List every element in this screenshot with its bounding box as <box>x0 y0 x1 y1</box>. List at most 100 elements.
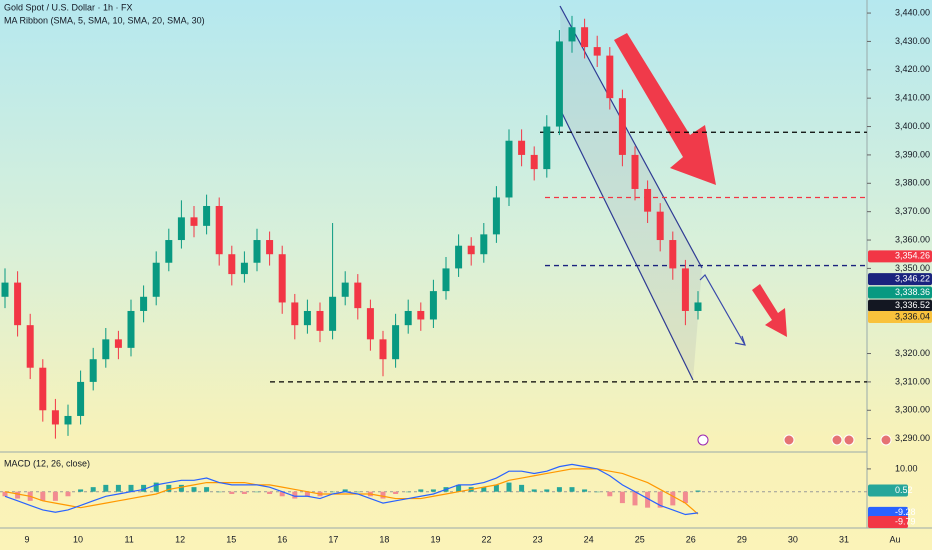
histogram-bar <box>216 491 222 493</box>
y-tick-label: 3,430.00 <box>895 36 930 46</box>
histogram-bar <box>267 491 273 494</box>
indicator-legend: MA Ribbon (SMA, 5, SMA, 10, SMA, 20, SMA… <box>4 15 205 25</box>
histogram-bar <box>695 490 701 492</box>
candle-body <box>467 245 475 255</box>
x-tick-label: 29 <box>737 534 747 544</box>
candle-body <box>51 410 59 425</box>
y-tick-label: 3,290.00 <box>895 433 930 443</box>
macd-tag <box>868 484 908 497</box>
histogram-bar <box>241 491 247 494</box>
candle-body <box>291 302 299 326</box>
y-tick-label: 3,320.00 <box>895 348 930 358</box>
histogram-bar <box>556 487 562 492</box>
candle-body <box>568 27 576 42</box>
candle-body <box>140 296 148 311</box>
histogram-bar <box>65 491 71 497</box>
price-tag <box>868 311 932 324</box>
candle-body <box>316 310 324 331</box>
down-arrow <box>752 284 787 337</box>
x-tick-label: 10 <box>73 534 83 544</box>
histogram-bar <box>254 491 260 493</box>
x-tick-label: 25 <box>635 534 645 544</box>
projection-line <box>699 274 746 346</box>
x-tick-label: 15 <box>226 534 236 544</box>
histogram-bar <box>544 489 550 492</box>
y-tick-label: 3,370.00 <box>895 206 930 216</box>
candle-body <box>39 367 47 411</box>
candle-body <box>518 140 526 155</box>
x-tick-label: 30 <box>788 534 798 544</box>
event-icon <box>880 434 892 446</box>
price-tag-label: 3,336.04 <box>895 311 930 321</box>
histogram-bar <box>166 484 172 492</box>
candle-body <box>26 325 34 368</box>
histogram-bar <box>178 484 184 492</box>
histogram-bar <box>519 484 525 492</box>
candle-body <box>190 217 198 226</box>
macd-tag-label: 0.52 <box>895 485 913 495</box>
candle-body <box>606 55 614 99</box>
histogram-bar <box>393 491 399 494</box>
x-tick-label: 26 <box>686 534 696 544</box>
candle-body <box>656 211 664 241</box>
candle-body <box>240 262 248 275</box>
histogram-bar <box>103 484 109 492</box>
y-tick-label: 3,410.00 <box>895 93 930 103</box>
candle-body <box>14 282 22 326</box>
histogram-bar <box>619 491 625 504</box>
macd-tag <box>868 516 908 529</box>
x-tick-label: Au <box>890 534 901 544</box>
event-icon <box>783 434 795 446</box>
x-tick-label: 9 <box>24 534 29 544</box>
y-tick-label: 3,350.00 <box>895 263 930 273</box>
event-icon <box>831 434 843 446</box>
candle-body <box>480 234 488 255</box>
x-tick-label: 11 <box>124 534 133 544</box>
candle-body <box>631 154 639 189</box>
projection-arrow <box>734 335 746 346</box>
candle-body <box>114 339 122 348</box>
candle-body <box>417 310 425 320</box>
histogram-bar <box>141 484 147 492</box>
candle-body <box>341 282 349 297</box>
histogram-bar <box>506 482 512 492</box>
candle-body <box>266 240 274 255</box>
x-tick-label: 24 <box>584 534 594 544</box>
event-icon <box>843 434 855 446</box>
histogram-bar <box>330 491 336 493</box>
y-tick-label: 3,420.00 <box>895 64 930 74</box>
y-tick-label: 3,360.00 <box>895 234 930 244</box>
price-tag-label: 3,354.26 <box>895 251 930 261</box>
histogram-bar <box>456 484 462 492</box>
y-tick-label: 3,390.00 <box>895 149 930 159</box>
x-tick-label: 18 <box>379 534 389 544</box>
channel-fill <box>560 6 702 380</box>
channel-line <box>561 112 694 381</box>
candle-body <box>102 339 110 360</box>
price-tag-label: 3,346.22 <box>895 274 930 284</box>
candle-body <box>89 359 97 382</box>
channel-line <box>559 5 703 269</box>
x-tick-label: 22 <box>482 534 492 544</box>
candle-body <box>618 98 626 155</box>
macd-line <box>4 463 699 516</box>
histogram-bar <box>418 489 424 492</box>
event-icon <box>697 434 709 446</box>
histogram-bar <box>229 491 235 494</box>
candle-body <box>177 217 185 241</box>
histogram-bar <box>342 489 348 492</box>
macd-tag-label: -9.79 <box>895 516 916 526</box>
candle-body <box>152 262 160 297</box>
histogram-bar <box>594 491 600 493</box>
histogram-bar <box>292 491 298 499</box>
candle-body <box>303 310 311 326</box>
histogram-bar <box>657 491 663 508</box>
histogram-bar <box>430 489 436 492</box>
histogram-bar <box>582 489 588 492</box>
candle-body <box>593 47 601 56</box>
histogram-bar <box>2 491 8 497</box>
histogram-bar <box>670 491 676 506</box>
candle-body <box>505 140 513 198</box>
